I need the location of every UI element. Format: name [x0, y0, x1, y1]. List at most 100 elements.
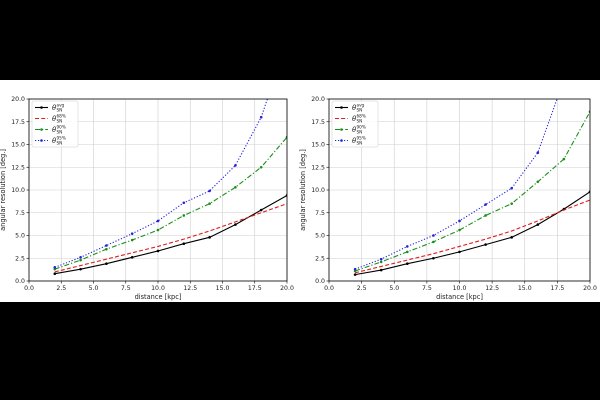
legend-label-sub: SN	[357, 130, 363, 135]
y-tick-label: 2.5	[15, 255, 25, 262]
data-point	[353, 273, 357, 276]
series-line-68pct	[54, 203, 287, 273]
series-line-95pct	[354, 99, 558, 270]
y-tick-label: 12.5	[11, 164, 25, 171]
data-point	[379, 268, 383, 272]
data-point	[406, 250, 409, 254]
legend-label-sup: 95%	[57, 136, 66, 141]
data-point	[234, 185, 237, 189]
legend-label: θ	[352, 115, 357, 123]
y-tick-label: 12.5	[311, 164, 325, 171]
data-point	[79, 267, 82, 271]
y-tick-label: 7.5	[315, 210, 325, 217]
data-point	[536, 151, 540, 154]
legend-label-sub: SN	[357, 119, 363, 124]
legend-label-sub: SN	[57, 108, 63, 113]
data-point	[432, 256, 435, 260]
data-point	[510, 186, 513, 190]
data-point	[432, 234, 435, 237]
data-point	[130, 238, 134, 242]
legend-label-sup: 68%	[357, 114, 366, 119]
legend-label-sub: SN	[57, 119, 63, 124]
data-point	[156, 219, 160, 223]
chart-1: 0.0 2.5 5.0 7.5 10.0 12.5 15.0 17.5 20.0 0.0 2.5 5.…	[0, 96, 294, 301]
data-point	[458, 228, 461, 232]
legend-label-sup: 95%	[357, 136, 366, 141]
x-tick-label: 15.0	[216, 285, 230, 292]
legend-label: θ	[52, 137, 57, 145]
y-tick-label: 0.0	[315, 278, 325, 285]
x-tick-label: 12.5	[485, 285, 499, 292]
legend-label-sub: SN	[357, 141, 363, 146]
data-point	[208, 236, 211, 239]
data-point	[182, 242, 186, 245]
data-point	[259, 208, 263, 212]
data-point	[208, 189, 211, 193]
y-tick-label: 5.0	[15, 233, 25, 240]
data-point	[510, 202, 513, 205]
y-tick-label: 10.0	[11, 187, 25, 194]
data-point	[53, 266, 57, 269]
legend-label-sub: SN	[57, 130, 63, 135]
data-point	[79, 256, 82, 259]
legend-marker	[340, 128, 343, 131]
data-point	[259, 115, 263, 119]
data-point	[79, 258, 82, 262]
data-point	[259, 165, 263, 169]
x-tick-label: 2.5	[357, 285, 367, 292]
legend-marker	[340, 139, 343, 142]
data-point	[458, 250, 461, 254]
y-tick-label: 17.5	[11, 119, 25, 126]
series-line-avg	[355, 191, 590, 276]
x-tick-label: 10.0	[151, 285, 165, 292]
figure-svg: 0.0 2.5 5.0 7.5 10.0 12.5 15.0 17.5 20.0 0.0 2.5 5.…	[0, 93, 597, 301]
x-axis-title: distance [kpc]	[436, 293, 483, 301]
x-tick-label: 0.0	[324, 285, 334, 292]
x-tick-label: 20.0	[583, 285, 597, 292]
legend-marker	[40, 128, 43, 131]
series-line-avg	[54, 194, 287, 275]
series-line-68pct	[354, 199, 590, 274]
data-point	[182, 201, 186, 205]
data-point	[156, 249, 160, 253]
legend-label-sup: 90%	[57, 125, 66, 130]
data-point	[105, 244, 108, 247]
data-point	[562, 157, 566, 161]
legend-marker	[340, 106, 343, 109]
y-tick-label: 20.0	[311, 96, 325, 103]
data-point	[182, 214, 186, 217]
data-point	[234, 164, 237, 167]
y-tick-label: 2.5	[315, 255, 325, 262]
y-tick-label: 7.5	[15, 210, 25, 217]
x-tick-label: 12.5	[183, 285, 197, 292]
legend-label: θ	[52, 126, 57, 134]
series-line-90pct	[54, 136, 287, 270]
data-point	[557, 93, 560, 96]
data-point	[234, 223, 237, 226]
data-point	[379, 257, 383, 261]
y-tick-label: 5.0	[315, 233, 325, 240]
plot-frame	[28, 98, 288, 282]
series-group	[353, 93, 590, 276]
x-tick-label: 20.0	[280, 285, 294, 292]
y-tick-label: 15.0	[11, 142, 25, 149]
x-tick-label: 17.5	[550, 285, 564, 292]
x-tick-label: 7.5	[422, 285, 432, 292]
legend-marker	[40, 139, 43, 142]
x-tick-label: 0.0	[24, 285, 34, 292]
legend-label-sup: avg	[357, 103, 365, 108]
data-point	[156, 228, 160, 232]
data-point	[208, 202, 211, 205]
data-point	[536, 223, 540, 226]
legend-label: θ	[52, 115, 57, 123]
y-tick-label: 20.0	[11, 96, 25, 103]
x-tick-label: 2.5	[56, 285, 66, 292]
series-group	[53, 99, 287, 276]
data-point	[353, 267, 357, 271]
legend-label-sup: 68%	[57, 114, 66, 119]
y-tick-label: 10.0	[311, 187, 325, 194]
legend-label-sup: 90%	[357, 125, 366, 130]
data-point	[536, 180, 540, 184]
